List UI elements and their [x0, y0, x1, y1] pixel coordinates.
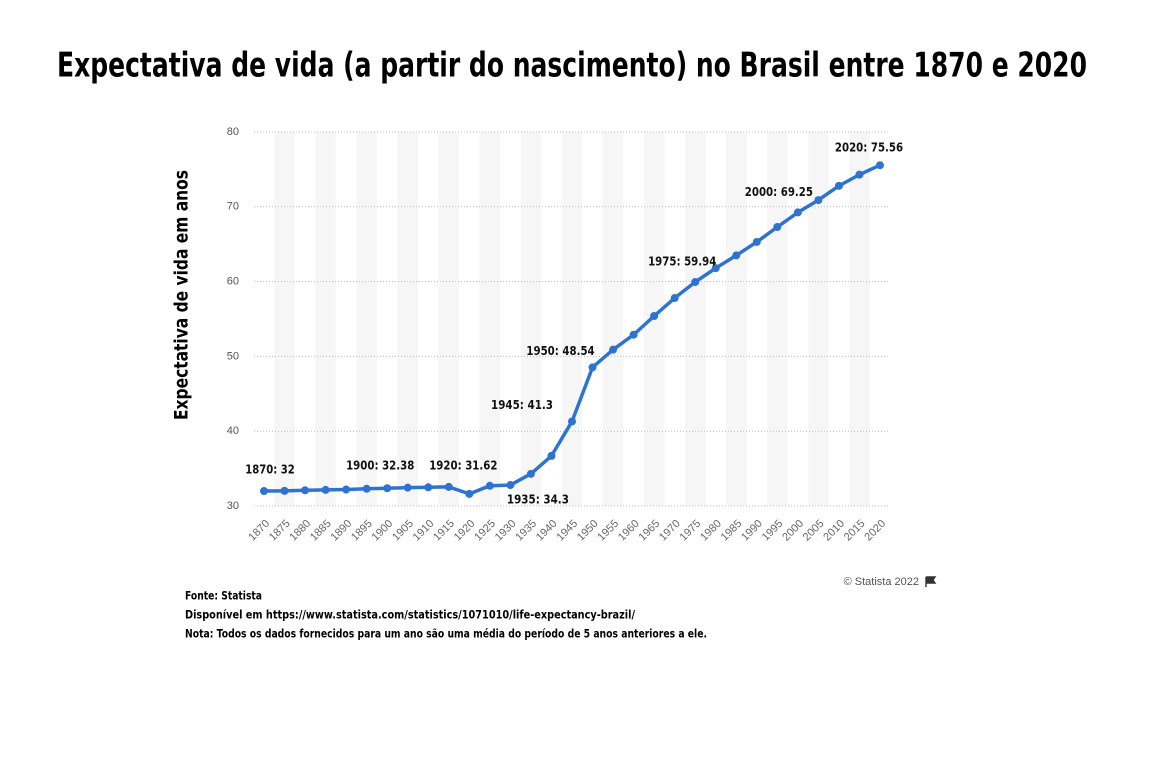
- point: [732, 251, 741, 260]
- point: [485, 481, 494, 490]
- x-tick-label: 1970: [657, 518, 683, 544]
- x-tick-label: 1885: [308, 518, 334, 544]
- point: [814, 196, 823, 205]
- point: [547, 451, 556, 460]
- x-tick-label: 1960: [616, 518, 642, 544]
- band: [356, 132, 377, 506]
- y-tick-label: 30: [227, 500, 239, 512]
- point: [526, 469, 535, 478]
- x-tick-label: 2015: [842, 518, 868, 544]
- point: [629, 330, 638, 339]
- y-tick-label: 70: [227, 201, 239, 213]
- x-tick-label: 1975: [678, 518, 704, 544]
- band: [438, 132, 460, 506]
- point: [506, 481, 515, 490]
- band: [602, 132, 624, 506]
- point: [711, 264, 720, 273]
- band: [808, 132, 829, 506]
- point: [280, 486, 289, 495]
- x-tick-label: 1990: [739, 518, 765, 544]
- x-tick-label: 2000: [780, 518, 806, 544]
- x-tick-label: 1935: [513, 518, 539, 544]
- band: [561, 132, 583, 506]
- band: [849, 132, 870, 506]
- credit: © Statista 2022: [844, 576, 919, 588]
- point: [588, 363, 597, 372]
- band: [520, 132, 542, 506]
- point: [444, 482, 453, 491]
- band: [479, 132, 501, 506]
- band: [767, 132, 788, 506]
- x-tick-label: 1870: [246, 518, 272, 544]
- band: [684, 132, 706, 506]
- data-label: 1920: 31.62: [429, 458, 497, 472]
- point: [691, 278, 700, 287]
- band: [315, 132, 336, 506]
- point: [465, 489, 474, 498]
- point: [568, 417, 576, 426]
- point: [342, 485, 351, 494]
- band: [726, 132, 747, 506]
- x-tick-label: 1930: [493, 518, 519, 544]
- x-tick-label: 1995: [760, 518, 786, 544]
- y-tick-label: 80: [227, 126, 239, 138]
- point: [383, 484, 392, 493]
- point: [260, 487, 268, 496]
- source: Fonte: Statista: [185, 589, 262, 603]
- point: [876, 161, 884, 170]
- x-tick-label: 1925: [472, 518, 498, 544]
- y-tick-label: 40: [227, 425, 239, 437]
- point: [834, 181, 843, 190]
- source-link: Disponível em https://www.statista.com/s…: [185, 608, 636, 622]
- x-tick-label: 1965: [637, 518, 663, 544]
- x-tick-label: 1880: [287, 518, 313, 544]
- x-tick-label: 1890: [329, 518, 355, 544]
- point: [424, 483, 433, 492]
- point: [403, 483, 412, 492]
- x-tick-label: 1950: [575, 518, 601, 544]
- x-tick-label: 1875: [267, 518, 293, 544]
- x-tick-label: 1910: [411, 518, 437, 544]
- point: [301, 486, 310, 495]
- x-tick-label: 1940: [534, 518, 560, 544]
- point: [793, 208, 802, 217]
- x-tick-label: 2005: [801, 518, 827, 544]
- y-tick-label: 50: [227, 350, 239, 362]
- data-label: 1935: 34.3: [507, 492, 569, 506]
- x-tick-label: 2010: [821, 518, 847, 544]
- x-tick-label: 1980: [698, 518, 724, 544]
- point: [752, 237, 761, 246]
- data-label: 1975: 59.94: [648, 255, 716, 269]
- x-tick-label: 1905: [390, 518, 416, 544]
- point: [855, 170, 864, 179]
- note: Nota: Todos os dados fornecidos para um …: [185, 627, 707, 641]
- x-tick-label: 1895: [349, 518, 375, 544]
- point: [362, 484, 371, 493]
- data-label: 1870: 32: [245, 463, 295, 477]
- x-tick-label: 1945: [554, 518, 580, 544]
- point: [650, 312, 659, 321]
- x-tick-label: 1985: [719, 518, 745, 544]
- point: [670, 294, 679, 303]
- point: [609, 345, 618, 354]
- point: [321, 485, 330, 494]
- data-label: 1945: 41.3: [491, 398, 553, 412]
- flag-icon: [925, 576, 937, 587]
- y-axis-label: Expectativa de vida em anos: [171, 170, 193, 420]
- x-tick-label: 1900: [370, 518, 396, 544]
- y-tick-label: 60: [227, 276, 239, 288]
- x-tick-label: 1915: [431, 518, 457, 544]
- chart-title: Expectativa de vida (a partir do nascime…: [57, 46, 1087, 86]
- data-label: 2020: 75.56: [835, 141, 903, 155]
- data-label: 1900: 32.38: [346, 459, 414, 473]
- x-tick-label: 1920: [452, 518, 478, 544]
- x-tick-label: 1955: [595, 518, 621, 544]
- point: [773, 222, 782, 231]
- data-label: 1950: 48.54: [526, 344, 594, 358]
- x-tick-label: 2020: [862, 518, 888, 544]
- data-label: 2000: 69.25: [745, 185, 813, 199]
- band: [274, 132, 295, 506]
- band: [397, 132, 418, 506]
